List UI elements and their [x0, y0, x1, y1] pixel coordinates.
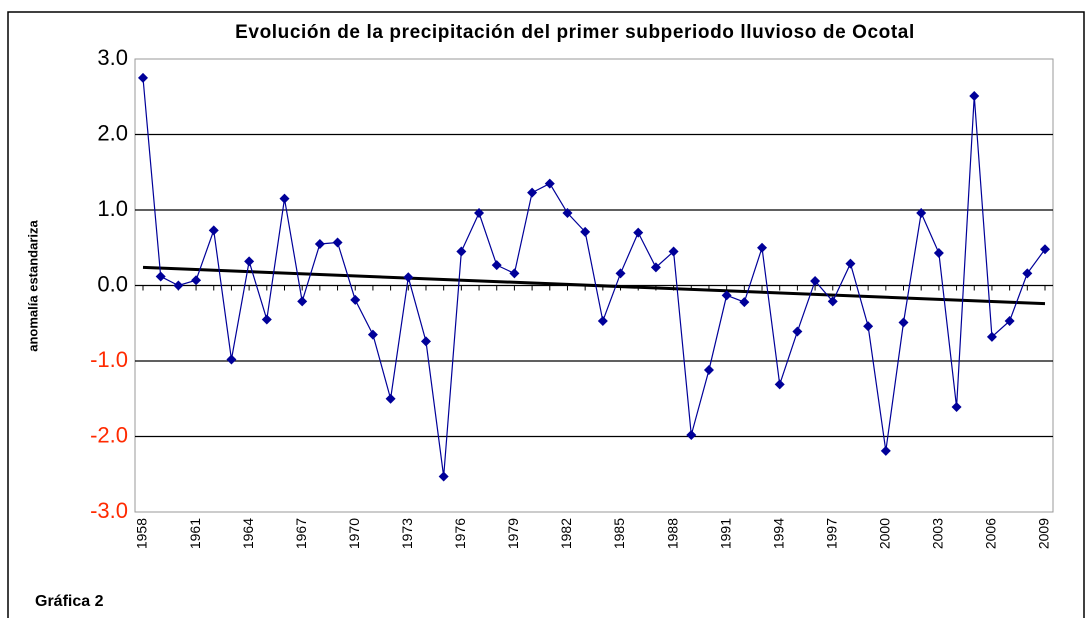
data-point	[986, 331, 997, 342]
y-tick-label: 0.0	[97, 271, 128, 296]
data-point	[173, 280, 184, 291]
data-point	[615, 268, 626, 279]
data-point	[969, 90, 980, 101]
x-tick-label: 1958	[134, 518, 150, 549]
x-tick-label: 2006	[983, 518, 999, 549]
data-point	[597, 315, 608, 326]
series-line	[142, 77, 1046, 477]
data-point	[703, 365, 714, 376]
data-point	[261, 314, 272, 325]
data-point	[350, 294, 361, 305]
data-point	[527, 187, 538, 198]
data-point	[226, 354, 237, 365]
x-tick-label: 1988	[664, 518, 680, 549]
data-point	[792, 326, 803, 337]
caption: Gráfica 2	[35, 593, 104, 610]
data-point	[863, 321, 874, 332]
data-point	[1040, 244, 1050, 255]
trend-line	[142, 265, 1046, 306]
x-tick-label: 1973	[399, 518, 415, 549]
x-tick-label: 1967	[293, 518, 309, 549]
data-point	[208, 225, 219, 236]
data-point	[721, 290, 732, 301]
data-point	[438, 471, 449, 482]
x-tick-label: 1997	[823, 518, 839, 549]
data-point	[509, 268, 520, 279]
x-tick-label: 1961	[187, 518, 203, 549]
data-point	[845, 258, 856, 269]
data-point	[491, 260, 502, 271]
data-point	[191, 275, 202, 286]
data-point	[827, 296, 838, 307]
data-point	[155, 271, 166, 282]
data-point	[810, 275, 821, 286]
y-tick-label: -3.0	[90, 498, 128, 523]
data-point	[686, 429, 697, 440]
data-point	[314, 238, 325, 249]
y-axis-label: anomalía estandariza	[25, 219, 40, 351]
data-point	[951, 402, 962, 413]
data-point	[650, 262, 661, 273]
y-tick-label: 3.0	[97, 45, 128, 70]
data-point	[668, 246, 679, 257]
data-point	[138, 72, 148, 83]
x-tick-label: 1979	[505, 518, 521, 549]
data-point	[420, 336, 431, 347]
x-tick-label: 1994	[770, 518, 786, 549]
chart-title: Evolución de la precipitación del primer…	[235, 22, 915, 43]
data-point	[279, 193, 290, 204]
data-point	[1022, 268, 1033, 279]
data-point	[244, 256, 255, 267]
y-tick-label: 1.0	[97, 196, 128, 221]
data-point	[562, 208, 573, 219]
y-tick-label: 2.0	[97, 120, 128, 145]
data-point	[880, 445, 891, 456]
x-tick-label: 2003	[930, 518, 946, 549]
data-point	[633, 227, 644, 238]
x-tick-label: 1970	[346, 518, 362, 549]
x-tick-label: 1991	[717, 518, 733, 549]
data-point	[385, 393, 396, 404]
data-point	[403, 272, 414, 283]
x-tick-label: 1976	[452, 518, 468, 549]
y-tick-label: -2.0	[90, 422, 128, 447]
data-point	[933, 248, 944, 259]
data-point	[474, 208, 485, 219]
x-tick-label: 1964	[240, 518, 256, 549]
x-tick-label: 1982	[558, 518, 574, 549]
data-point	[297, 296, 308, 307]
x-tick-label: 2000	[877, 518, 893, 549]
data-point	[580, 226, 591, 237]
data-point	[1004, 315, 1015, 326]
data-point	[367, 329, 378, 340]
data-point	[332, 237, 343, 248]
data-point	[898, 317, 909, 328]
data-point	[916, 208, 927, 219]
y-tick-label: -1.0	[90, 347, 128, 372]
data-point	[757, 242, 768, 253]
x-tick-label: 1985	[611, 518, 627, 549]
data-point	[739, 297, 750, 308]
data-point	[544, 178, 555, 189]
data-point	[456, 246, 467, 257]
data-point	[774, 379, 785, 390]
x-tick-label: 2009	[1036, 518, 1052, 549]
